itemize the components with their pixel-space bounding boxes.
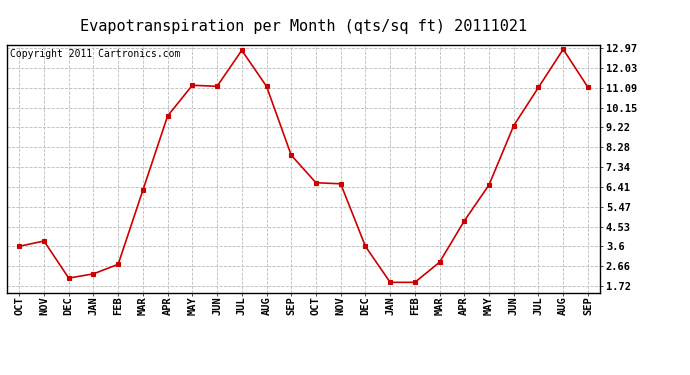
- Text: Evapotranspiration per Month (qts/sq ft) 20111021: Evapotranspiration per Month (qts/sq ft)…: [80, 19, 527, 34]
- Text: Copyright 2011 Cartronics.com: Copyright 2011 Cartronics.com: [10, 49, 180, 59]
